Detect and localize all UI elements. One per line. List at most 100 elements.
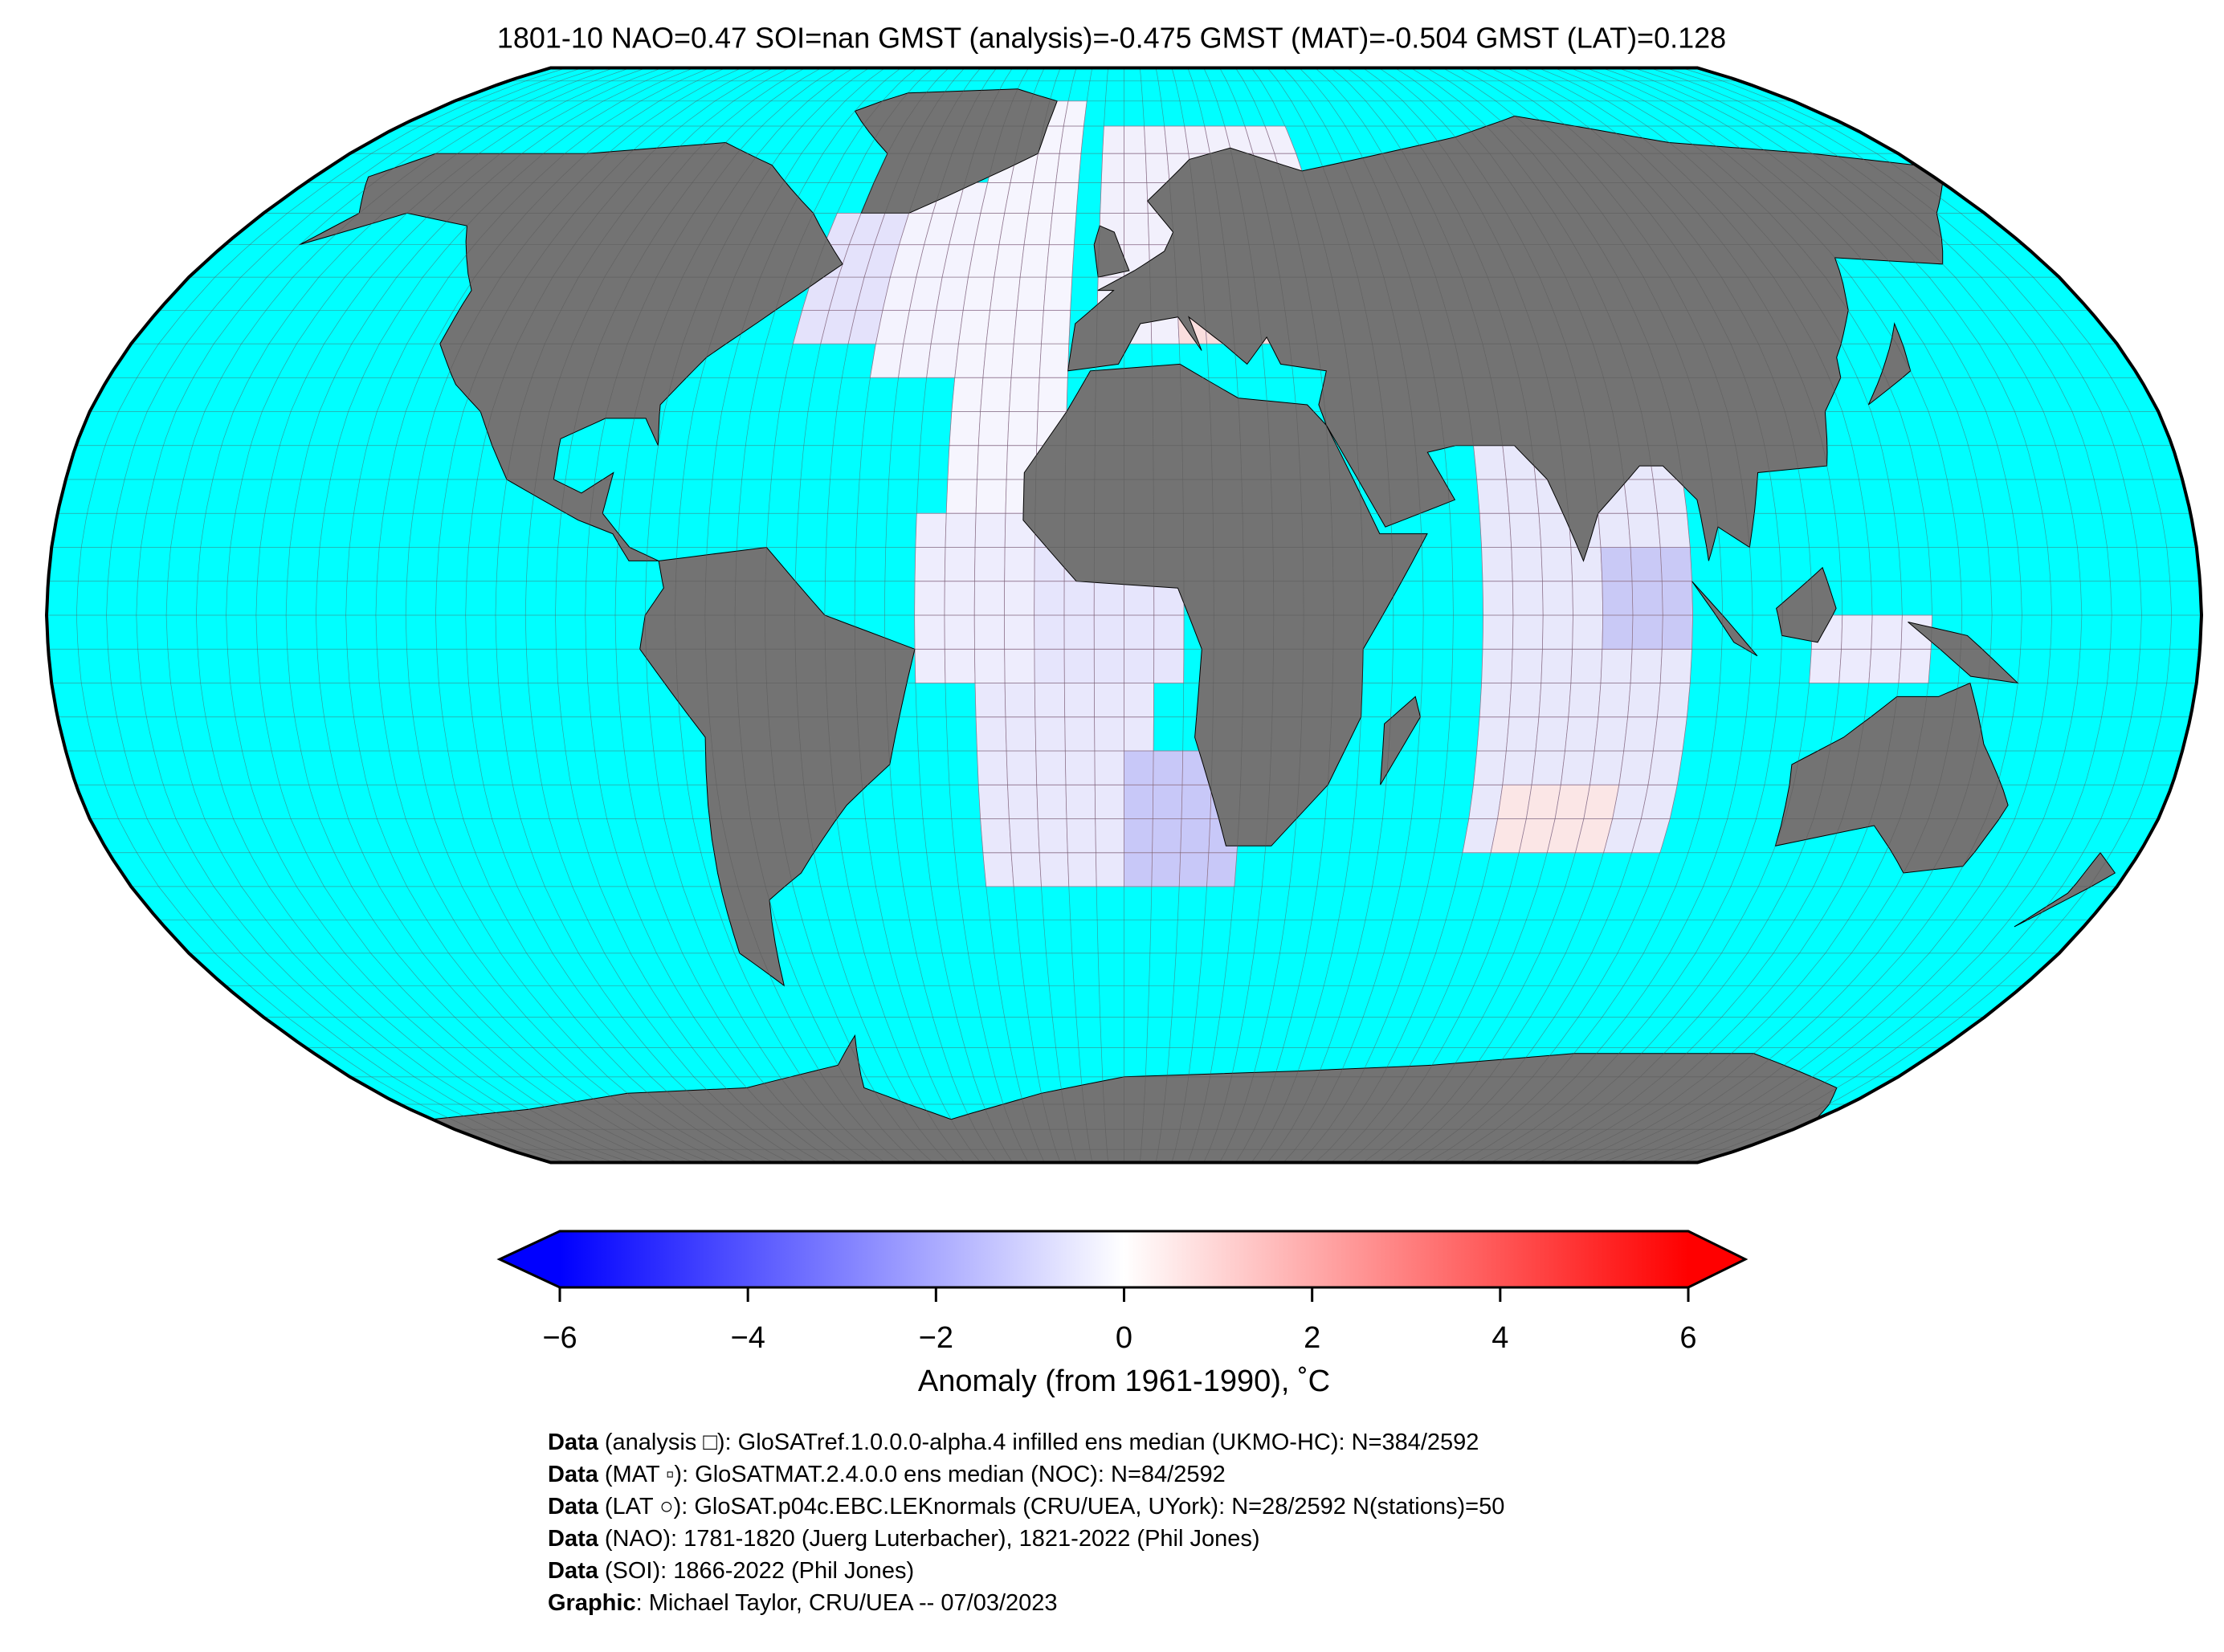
cell — [1064, 750, 1096, 785]
cell — [1093, 683, 1124, 718]
cell — [1093, 581, 1124, 616]
colorbar-tick-label: 2 — [1304, 1321, 1320, 1355]
colorbar-fill — [560, 1231, 1688, 1287]
cell — [1065, 784, 1096, 819]
cell — [1898, 648, 1932, 683]
landmass — [2014, 851, 2116, 928]
cell — [1102, 125, 1124, 154]
landmass — [1774, 682, 2009, 874]
colorbar-tick-label: −4 — [731, 1321, 765, 1355]
cell — [977, 750, 1008, 785]
credit-label: Data — [548, 1494, 598, 1519]
colorbar-extend-low — [500, 1231, 560, 1287]
cell — [944, 614, 975, 650]
cell — [1661, 581, 1693, 616]
cell — [957, 309, 990, 345]
cell — [1589, 750, 1625, 785]
cell — [1153, 750, 1184, 785]
cell — [914, 614, 945, 650]
cell — [954, 343, 987, 378]
cell — [1468, 784, 1504, 819]
cell — [914, 581, 945, 616]
cell — [1124, 182, 1149, 214]
credits: Data (analysis □): GloSATref.1.0.0.0-alph… — [548, 1426, 1504, 1619]
cell — [1178, 852, 1210, 887]
cell — [1568, 683, 1602, 718]
cell — [926, 343, 959, 378]
cell — [1206, 852, 1238, 887]
cell — [1124, 153, 1148, 183]
credit-label: Data — [548, 1462, 598, 1487]
cell — [1538, 683, 1572, 718]
cell — [1535, 716, 1569, 752]
cell — [1067, 852, 1097, 887]
map-border — [44, 66, 2204, 1165]
credit-line: Data (SOI): 1866-2022 (Phil Jones) — [548, 1555, 1504, 1587]
cell — [1594, 716, 1629, 752]
cell — [1035, 750, 1067, 785]
cell — [898, 343, 932, 378]
colorbar-tick-label: 0 — [1116, 1321, 1132, 1355]
cell — [1618, 750, 1654, 785]
cell — [1003, 581, 1035, 616]
cell — [1502, 750, 1536, 785]
cell — [1565, 716, 1599, 752]
cell — [1540, 648, 1573, 683]
cell — [1838, 648, 1872, 683]
cell — [944, 547, 976, 582]
cell — [1481, 547, 1513, 582]
colorbar: −6 −4 −2 0 2 4 6 Anomaly (from 1961-1990), ˚C — [496, 1230, 1749, 1398]
cell — [1124, 213, 1150, 246]
map-figure: 1801-10 NAO=0.47 SOI=nan GMST (analysis)… — [44, 22, 2204, 1398]
cell — [1600, 547, 1633, 582]
cell — [980, 818, 1012, 854]
cell — [977, 784, 1010, 819]
cell — [1124, 683, 1155, 718]
cell — [1144, 125, 1168, 154]
cell — [1041, 309, 1071, 345]
cell — [1094, 784, 1124, 819]
cell — [1542, 581, 1573, 616]
cell — [1482, 614, 1514, 650]
cell — [1659, 547, 1692, 582]
colorbar-tick-label: 4 — [1492, 1321, 1508, 1355]
cell — [1540, 547, 1573, 582]
cell — [1063, 648, 1095, 683]
cell — [1479, 683, 1512, 718]
cell — [1602, 581, 1634, 616]
cell — [1505, 716, 1540, 752]
cell — [1505, 479, 1540, 514]
cell — [1508, 683, 1542, 718]
cell — [990, 276, 1021, 311]
landmass — [1067, 115, 1944, 562]
cell — [1124, 818, 1153, 854]
cell — [944, 648, 976, 683]
cell — [1007, 784, 1039, 819]
cell — [1004, 547, 1035, 582]
colorbar-tick-label: −2 — [919, 1321, 953, 1355]
cell — [1152, 818, 1182, 854]
cell — [1481, 648, 1513, 683]
cell — [1039, 343, 1070, 378]
cell — [1598, 683, 1631, 718]
cell — [949, 411, 981, 447]
cell — [1659, 648, 1692, 683]
cell — [1473, 750, 1507, 785]
cell — [1063, 683, 1095, 718]
cell — [1004, 648, 1035, 683]
credit-text: (NAO): 1781-1820 (Juerg Luterbacher), 18… — [604, 1526, 1260, 1552]
cell — [1034, 683, 1066, 718]
cell — [1034, 716, 1066, 752]
credit-line: Data (MAT ▫): GloSATMAT.2.4.0.0 ens media… — [548, 1458, 1504, 1491]
cell — [944, 581, 975, 616]
credit-text: (analysis □): GloSATref.1.0.0.0-alpha.4 … — [604, 1430, 1479, 1455]
cell — [1570, 648, 1603, 683]
cell — [914, 648, 946, 683]
cell — [1034, 581, 1065, 616]
cell — [1631, 581, 1663, 616]
cell — [1180, 818, 1211, 854]
colorbar-label: Anomaly (from 1961-1990), ˚C — [918, 1364, 1330, 1398]
cell — [1647, 750, 1683, 785]
cell — [1010, 343, 1042, 378]
credit-text: (SOI): 1866-2022 (Phil Jones) — [604, 1558, 915, 1584]
